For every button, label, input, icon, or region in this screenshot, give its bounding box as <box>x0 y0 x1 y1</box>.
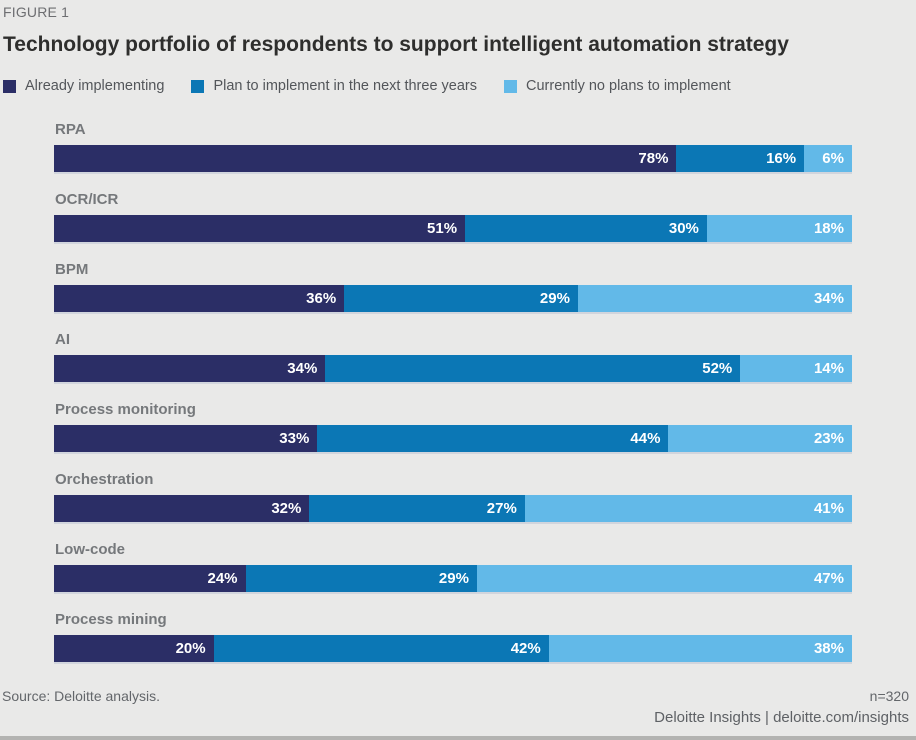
bar-segment: 78% <box>54 145 677 172</box>
bar-segment: 33% <box>54 425 318 452</box>
bar-segment: 52% <box>325 355 741 382</box>
chart-row: Low-code 24% 29% 47% <box>54 541 852 592</box>
page-title: Technology portfolio of respondents to s… <box>3 33 789 56</box>
bar-segment: 16% <box>676 145 805 172</box>
category-label: OCR/ICR <box>55 191 119 208</box>
bar-value-label: 20% <box>175 640 206 657</box>
legend-label: Plan to implement in the next three year… <box>213 78 477 94</box>
bar-segment: 6% <box>804 145 852 172</box>
bar-value-label: 47% <box>813 570 844 587</box>
chart-row: Process mining 20% 42% 38% <box>54 611 852 662</box>
bar-track: 33% 44% 23% <box>54 425 852 452</box>
bar-value-label: 27% <box>486 500 517 517</box>
bar-value-label: 30% <box>668 220 699 237</box>
sample-size: n=320 <box>869 688 909 704</box>
bar-segment: 24% <box>54 565 246 592</box>
footer: Source: Deloitte analysis. n=320 <box>0 688 916 704</box>
bar-segment: 20% <box>54 635 214 662</box>
legend-swatch-icon <box>504 79 517 93</box>
bar-value-label: 32% <box>271 500 302 517</box>
bar-track: 32% 27% 41% <box>54 495 852 522</box>
bar-value-label: 18% <box>813 220 844 237</box>
bar-value-label: 36% <box>306 290 337 307</box>
bar-segment: 27% <box>309 495 525 522</box>
legend-swatch-icon <box>3 79 16 93</box>
figure-label: FIGURE 1 <box>3 4 70 20</box>
legend-label: Currently no plans to implement <box>526 78 731 94</box>
bottom-edge-divider <box>0 736 916 740</box>
bar-segment: 14% <box>740 355 852 382</box>
bar-segment: 38% <box>548 635 852 662</box>
bar-value-label: 34% <box>287 360 318 377</box>
category-label: AI <box>55 331 70 348</box>
bar-value-label: 33% <box>279 430 310 447</box>
bar-segment: 29% <box>245 565 477 592</box>
legend-swatch-icon <box>191 79 205 93</box>
bar-value-label: 41% <box>813 500 844 517</box>
bar-segment: 36% <box>54 285 345 312</box>
chart: RPA 78% 16% 6% OCR/ICR 51% 30% 18% BPM 36% 29% 34% A… <box>54 121 852 662</box>
category-label: BPM <box>55 261 89 278</box>
bar-track: 51% 30% 18% <box>54 215 852 242</box>
bar-value-label: 78% <box>638 150 669 167</box>
category-label: Process monitoring <box>55 401 196 418</box>
bar-track: 36% 29% 34% <box>54 285 852 312</box>
bar-segment: 29% <box>344 285 578 312</box>
bar-segment: 47% <box>476 565 852 592</box>
category-label: RPA <box>55 121 86 138</box>
legend-item-no-plans: Currently no plans to implement <box>504 78 731 94</box>
chart-row: RPA 78% 16% 6% <box>54 121 852 172</box>
category-label: Process mining <box>55 611 167 628</box>
legend-item-already-implementing: Already implementing <box>3 78 164 94</box>
bar-value-label: 42% <box>510 640 541 657</box>
bar-segment: 34% <box>577 285 852 312</box>
source-note: Source: Deloitte analysis. <box>2 688 160 704</box>
legend: Already implementing Plan to implement i… <box>3 78 916 94</box>
bar-segment: 42% <box>213 635 549 662</box>
legend-label: Already implementing <box>25 78 165 94</box>
bar-segment: 32% <box>54 495 310 522</box>
bar-value-label: 51% <box>427 220 458 237</box>
bar-segment: 41% <box>524 495 852 522</box>
bar-segment: 30% <box>465 215 707 242</box>
chart-row: OCR/ICR 51% 30% 18% <box>54 191 852 242</box>
bar-value-label: 23% <box>813 430 844 447</box>
bar-value-label: 29% <box>539 290 570 307</box>
bar-segment: 23% <box>668 425 852 452</box>
bar-value-label: 38% <box>813 640 844 657</box>
category-label: Orchestration <box>55 471 154 488</box>
bar-value-label: 14% <box>813 360 844 377</box>
bar-segment: 34% <box>54 355 326 382</box>
bar-value-label: 24% <box>207 570 238 587</box>
bar-value-label: 34% <box>813 290 844 307</box>
deloitte-insights-branding: Deloitte Insights | deloitte.com/insight… <box>654 709 909 726</box>
bar-value-label: 6% <box>822 150 844 167</box>
chart-row: AI 34% 52% 14% <box>54 331 852 382</box>
bar-value-label: 52% <box>702 360 733 377</box>
bar-segment: 51% <box>54 215 466 242</box>
chart-row: BPM 36% 29% 34% <box>54 261 852 312</box>
bar-track: 78% 16% 6% <box>54 145 852 172</box>
bar-value-label: 29% <box>438 570 469 587</box>
legend-item-plan-to-implement: Plan to implement in the next three year… <box>191 78 477 94</box>
bar-track: 20% 42% 38% <box>54 635 852 662</box>
bar-segment: 44% <box>317 425 669 452</box>
category-label: Low-code <box>55 541 125 558</box>
bar-value-label: 44% <box>630 430 661 447</box>
chart-row: Process monitoring 33% 44% 23% <box>54 401 852 452</box>
chart-row: Orchestration 32% 27% 41% <box>54 471 852 522</box>
bar-value-label: 16% <box>766 150 797 167</box>
bar-track: 24% 29% 47% <box>54 565 852 592</box>
bar-track: 34% 52% 14% <box>54 355 852 382</box>
bar-segment: 18% <box>706 215 852 242</box>
